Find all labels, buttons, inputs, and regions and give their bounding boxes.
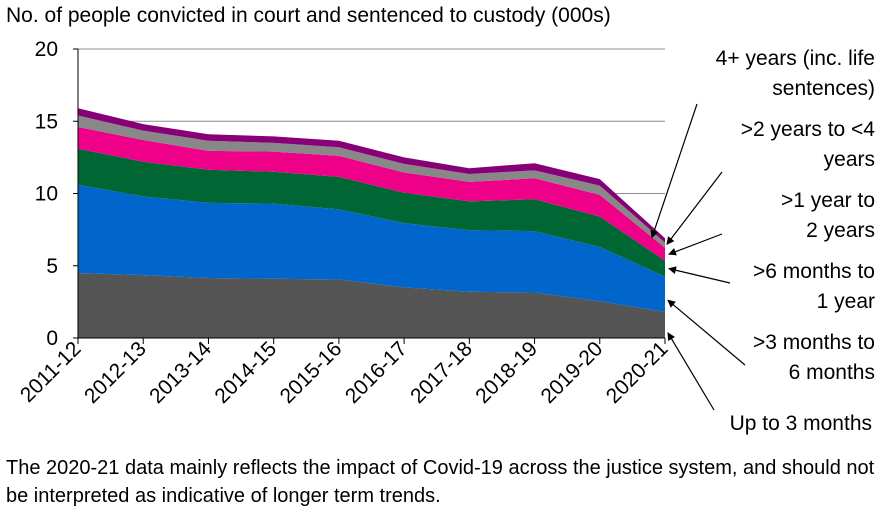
legend-label-line: Up to 3 months: [729, 412, 872, 435]
y-tick-label: 5: [46, 255, 58, 278]
label-arrow: [650, 103, 698, 239]
legend-label-line: >1 year to: [781, 189, 875, 212]
area-series: [78, 184, 665, 312]
x-tick-label: 2014-15: [210, 337, 281, 408]
legend-label-up-to-3-months: Up to 3 months: [640, 409, 872, 439]
label-arrow: [667, 299, 746, 366]
area-series: [78, 127, 665, 261]
legend-label-line: 1 year: [816, 290, 875, 313]
y-tick-label: 20: [35, 38, 58, 61]
legend-label-line: >3 months to: [753, 331, 875, 354]
area-series: [78, 273, 665, 338]
label-arrow: [668, 233, 723, 256]
footnote: The 2020-21 data mainly reflects the imp…: [6, 457, 875, 507]
legend-label-line: years: [823, 148, 875, 171]
legend-label-2-to-4-years: >2 years to <4 years: [640, 115, 875, 175]
x-tick-label: 2019-20: [537, 337, 608, 408]
y-tick-label: 10: [35, 183, 58, 206]
legend-label-line: 6 months: [788, 361, 875, 384]
area-series: [78, 148, 665, 277]
legend-label-4plus-years: 4+ years (inc. life sentences): [640, 44, 875, 104]
chart-title: No. of people convicted in court and sen…: [6, 4, 611, 27]
y-tick-label: 0: [46, 327, 58, 350]
x-tick-label: 2018-19: [471, 337, 542, 408]
legend-label-3-to-6-months: >3 months to 6 months: [640, 328, 875, 388]
y-tick-label: 15: [35, 110, 58, 133]
label-arrow: [668, 266, 731, 284]
x-tick-label: 2013-14: [145, 337, 216, 408]
legend-label-line: sentences): [772, 77, 875, 100]
x-tick-label: 2015-16: [276, 337, 347, 408]
legend-label-line: >2 years to <4: [740, 118, 875, 141]
legend-label-line: 4+ years (inc. life: [715, 47, 875, 70]
x-tick-label: 2016-17: [341, 337, 412, 408]
label-arrow: [666, 171, 723, 245]
area-series: [78, 115, 665, 248]
x-tick-label: 2017-18: [406, 337, 477, 408]
legend-label-1-to-2-years: >1 year to 2 years: [640, 186, 875, 246]
legend-label-line: >6 months to: [753, 260, 875, 283]
legend-label-line: 2 years: [806, 219, 875, 242]
x-tick-label: 2012-13: [80, 337, 151, 408]
legend-label-6-months-to-1-year: >6 months to 1 year: [640, 257, 875, 317]
label-arrow: [667, 332, 715, 411]
